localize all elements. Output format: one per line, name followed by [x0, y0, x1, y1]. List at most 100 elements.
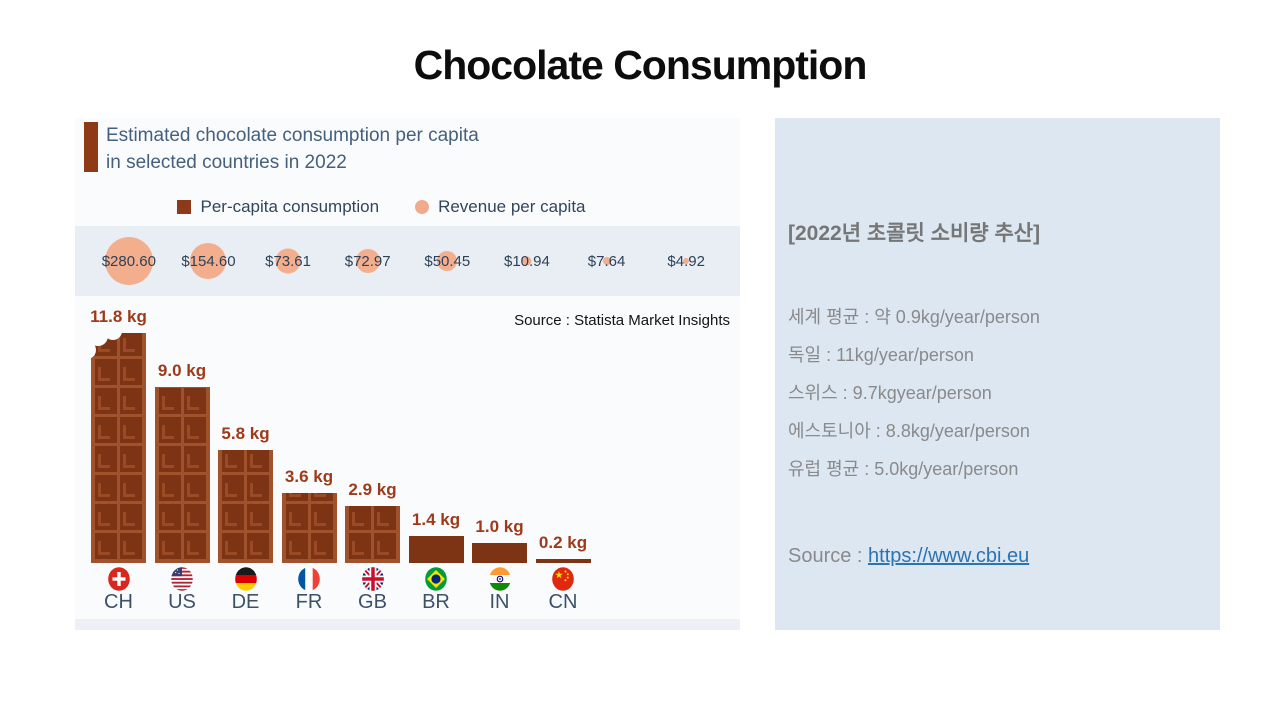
chocolate-square-highlight [161, 483, 174, 497]
revenue-bubble-icon [683, 258, 690, 264]
chocolate-square-highlight [123, 367, 135, 381]
chocolate-square [349, 533, 371, 559]
flag-de-icon [234, 567, 257, 591]
chocolate-square-highlight [288, 493, 301, 497]
chocolate-bar-ch [91, 333, 146, 563]
chocolate-square [120, 333, 142, 356]
revenue-value: $7.64 [587, 252, 626, 270]
chocolate-square-highlight [98, 512, 110, 526]
chocolate-square-highlight [161, 425, 174, 439]
chocolate-square-highlight [123, 483, 135, 497]
bite-mark [78, 341, 96, 359]
info-line: 독일 : 11kg/year/person [788, 345, 974, 365]
chocolate-square-highlight [250, 483, 262, 497]
chocolate-square-highlight [225, 541, 237, 555]
chocolate-square [285, 493, 308, 501]
bar-plot: 11.8 kg CH 9.0 kg US 5.8 kg DE 3.6 kg FR 2.9 kg G… [75, 118, 740, 630]
legend-consumption-label: Per-capita consumption [200, 197, 380, 216]
chocolate-square-highlight [98, 425, 110, 439]
chocolate-square-highlight [186, 483, 199, 497]
revenue-bubble-icon [437, 251, 458, 271]
revenue-bubble-icon [355, 249, 380, 273]
revenue-row: $280.60 $154.60 $73.61 $72.97 $50.45 $10.94 $7… [75, 226, 740, 296]
info-line: 유럽 평균 : 5.0kg/year/person [788, 459, 1019, 479]
chart-title-line2: in selected countries in 2022 [106, 152, 347, 173]
chocolate-square [247, 450, 269, 472]
chocolate-square [183, 417, 206, 443]
flag-in-icon [488, 567, 511, 591]
bar-value-label: 3.6 kg [284, 467, 334, 486]
chocolate-square-highlight [123, 512, 135, 526]
chocolate-square-highlight [161, 396, 174, 410]
info-source-link[interactable]: https://www.cbi.eu [868, 545, 1030, 567]
chart-title: Estimated chocolate consumption per capi… [106, 122, 479, 176]
chocolate-square [374, 533, 396, 559]
chocolate-square [120, 388, 142, 414]
revenue-value: $50.45 [424, 252, 471, 270]
chocolate-square [247, 504, 269, 530]
chocolate-square [222, 504, 244, 530]
flag-gb-icon [361, 567, 384, 591]
page-title: Chocolate Consumption [413, 42, 868, 88]
chocolate-bar-gb [345, 506, 400, 563]
chocolate-bar-us [154, 387, 210, 563]
chocolate-square [95, 504, 117, 530]
revenue-bubble-icon [275, 248, 301, 274]
chocolate-square [158, 533, 181, 559]
chocolate-bar-cn [535, 559, 591, 563]
legend-revenue-label: Revenue per capita [438, 197, 586, 216]
country-code-label: BR [422, 591, 450, 613]
revenue-value: $73.61 [265, 252, 311, 270]
bar-value-label: 11.8 kg [90, 307, 147, 326]
bite-mark [104, 322, 122, 340]
bar-value-label: 2.9 kg [348, 480, 397, 499]
bar-value-label: 9.0 kg [157, 361, 207, 380]
chocolate-square [158, 475, 181, 501]
chocolate-square-highlight [250, 541, 262, 555]
chocolate-square [158, 446, 181, 472]
chocolate-square-highlight [186, 396, 199, 410]
chocolate-square-highlight [313, 541, 326, 555]
country-code-label: CH [104, 591, 133, 613]
bite-mark [77, 360, 87, 370]
chocolate-square [95, 388, 117, 414]
revenue-value: $72.97 [344, 252, 391, 270]
chocolate-square [285, 504, 308, 530]
flag-ch-icon [107, 567, 130, 591]
revenue-swatch-icon [415, 200, 430, 214]
info-line: 세계 평균 : 약 0.9kg/year/person [788, 307, 1040, 327]
chocolate-square [183, 446, 206, 472]
chart-title-line1: Estimated chocolate consumption per capi… [106, 125, 479, 146]
chocolate-square-highlight [98, 483, 110, 497]
chocolate-square-highlight [98, 396, 110, 410]
chocolate-square-highlight [377, 512, 389, 526]
chocolate-square-highlight [186, 454, 199, 468]
chocolate-square-highlight [250, 454, 262, 468]
chocolate-square-highlight [98, 367, 110, 381]
country-code-label: IN [489, 591, 510, 613]
chocolate-square-highlight [313, 493, 326, 497]
country-code-label: DE [231, 591, 260, 613]
revenue-bubble-icon [190, 243, 227, 279]
chocolate-square-highlight [225, 483, 237, 497]
revenue-cell-fr: $72.97 [328, 226, 408, 296]
chocolate-chart: Estimated chocolate consumption per capi… [75, 118, 740, 630]
chocolate-square [120, 504, 142, 530]
chocolate-square [183, 504, 206, 530]
revenue-cell-de: $73.61 [248, 226, 328, 296]
chocolate-square-highlight [288, 541, 301, 555]
info-source-prefix: Source : [788, 545, 869, 567]
chart-bottom-band [75, 619, 740, 630]
revenue-cell-cn: $4.92 [646, 226, 726, 296]
revenue-value: $280.60 [101, 252, 156, 270]
chart-accent-bar [84, 122, 98, 172]
revenue-cell-in: $7.64 [567, 226, 647, 296]
flag-us-icon [171, 567, 193, 591]
chocolate-square [158, 504, 181, 530]
flag-fr-icon [298, 567, 320, 591]
chocolate-square [158, 388, 181, 414]
chocolate-bar-fr [281, 493, 337, 563]
chocolate-square-highlight [225, 454, 237, 468]
chocolate-square-highlight [123, 454, 135, 468]
chocolate-square-highlight [123, 541, 135, 555]
